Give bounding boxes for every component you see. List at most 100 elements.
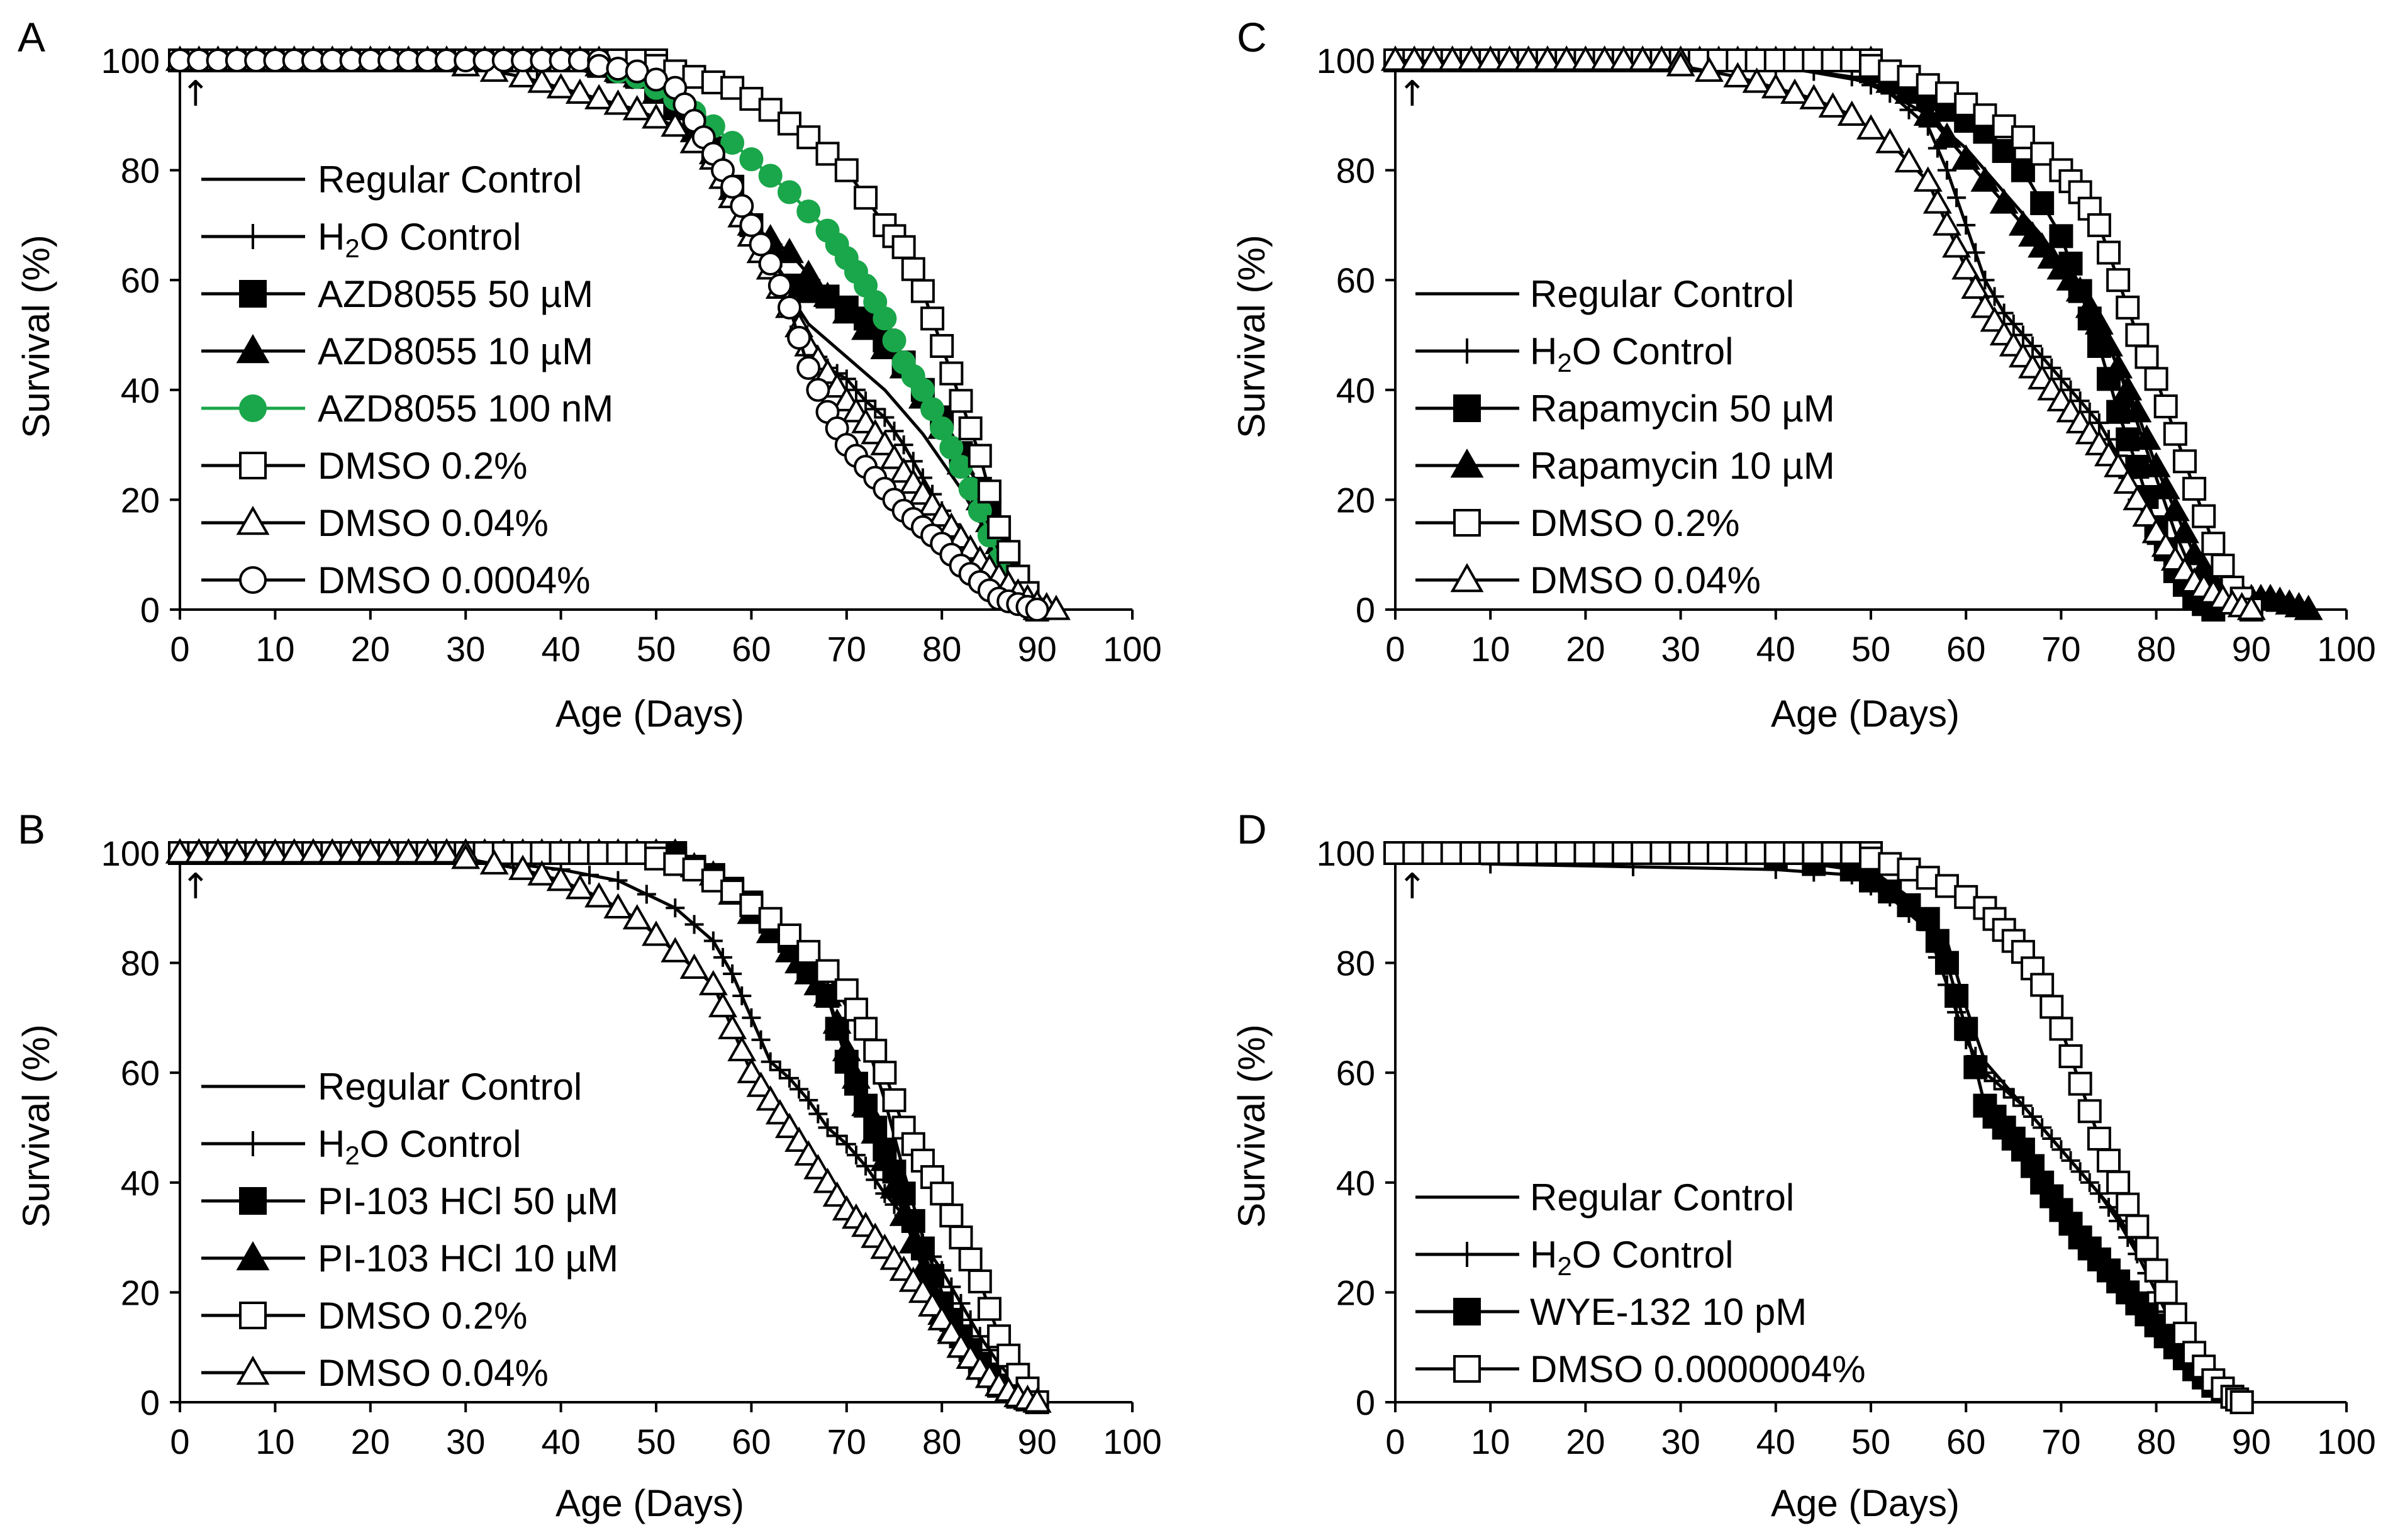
data-point	[1666, 51, 1695, 77]
data-point	[968, 444, 992, 468]
data-point	[394, 838, 423, 864]
data-point	[708, 991, 737, 1018]
data-point	[2141, 518, 2171, 544]
data-point	[784, 1126, 814, 1152]
data-point	[822, 1181, 852, 1207]
data-point	[2125, 323, 2150, 347]
y-axis-label: Survival (%)	[15, 1024, 57, 1227]
data-point	[903, 452, 923, 471]
data-point	[2065, 276, 2095, 302]
data-point	[2087, 1126, 2111, 1151]
data-point	[808, 1104, 828, 1124]
data-point	[2116, 295, 2140, 320]
data-point	[796, 199, 821, 224]
data-point	[318, 838, 347, 864]
y-tick-label: 20	[1336, 1273, 1375, 1312]
x-tick-label: 90	[2232, 629, 2271, 669]
legend-label: AZD8055 100 nM	[318, 388, 613, 430]
data-point	[987, 515, 1012, 540]
x-tick-label: 30	[446, 629, 485, 669]
x-tick-label: 40	[541, 629, 580, 669]
data-point	[2084, 309, 2114, 335]
data-point	[2087, 213, 2111, 237]
data-point	[1628, 45, 1658, 71]
x-tick-label: 0	[1385, 1422, 1405, 1461]
data-point	[661, 937, 690, 962]
data-point	[799, 1090, 818, 1110]
data-point	[2030, 191, 2055, 215]
data-point	[770, 1060, 789, 1080]
legend-marker	[236, 1355, 270, 1385]
y-tick-label: 100	[101, 834, 160, 873]
data-point	[875, 408, 895, 427]
data-point	[718, 1013, 747, 1040]
y-tick-label: 80	[121, 151, 160, 191]
x-tick-label: 20	[351, 629, 390, 669]
data-point	[1780, 78, 1810, 104]
data-point	[861, 1118, 890, 1144]
data-point	[2004, 1088, 2023, 1107]
x-tick-label: 100	[1103, 629, 1161, 669]
data-point	[1961, 273, 1990, 299]
x-tick-label: 10	[255, 629, 294, 669]
y-tick-label: 60	[1336, 1053, 1375, 1093]
x-tick-label: 80	[922, 1422, 961, 1461]
data-point	[2123, 397, 2152, 423]
panel-c: C Survival (%) Age (Days) ↑	[1230, 14, 1960, 735]
data-point	[777, 180, 801, 204]
data-point	[739, 213, 764, 237]
data-point	[679, 953, 709, 979]
data-point	[796, 355, 821, 380]
data-point	[2089, 1184, 2109, 1203]
x-tick-label: 60	[1946, 629, 1985, 669]
data-point	[2058, 1044, 2083, 1069]
y-tick-label: 40	[1336, 371, 1375, 410]
data-point	[603, 893, 633, 918]
data-point	[222, 838, 252, 864]
data-point	[930, 1181, 954, 1206]
data-point	[1956, 215, 1976, 235]
data-point	[1552, 45, 1582, 71]
data-point	[2033, 347, 2052, 367]
data-point	[882, 328, 907, 353]
data-point	[1571, 45, 1600, 71]
x-tick-label: 10	[255, 1422, 294, 1461]
data-point	[580, 865, 600, 884]
legend-label: H2O Control	[318, 1123, 521, 1170]
data-point	[1994, 1080, 2014, 1099]
data-point	[742, 1008, 761, 1027]
data-point	[1437, 45, 1467, 71]
data-point	[1495, 45, 1524, 71]
data-point	[813, 981, 842, 1007]
data-point	[2125, 1214, 2150, 1239]
data-point	[787, 325, 812, 350]
y-tick-label: 80	[1336, 944, 1375, 983]
legend-marker	[239, 394, 267, 422]
data-point	[832, 298, 861, 324]
data-point	[949, 1225, 973, 1250]
legend-label: DMSO 0.04%	[318, 1352, 549, 1394]
data-point	[977, 1297, 1002, 1321]
x-axis-label: Age (Days)	[555, 1482, 744, 1524]
legend-marker	[236, 505, 270, 535]
data-point	[2106, 268, 2131, 293]
y-tick-label: 60	[1336, 260, 1375, 300]
y-axis-label: Survival (%)	[1230, 1024, 1273, 1227]
data-point	[856, 391, 876, 411]
legend-label: DMSO 0.2%	[318, 445, 527, 487]
legend-marker	[239, 280, 267, 308]
data-point	[1942, 232, 1972, 258]
x-tick-label: 100	[2317, 1422, 2375, 1461]
data-point	[1985, 1071, 2004, 1091]
chart-panel-a: 0 10 20 30 40 50 60 70 80 90 100 0 20 40 60 80 100 Regula…	[101, 41, 1162, 669]
data-point	[1947, 188, 1967, 208]
data-point	[796, 940, 821, 964]
data-point	[727, 1035, 757, 1061]
data-point	[608, 871, 628, 890]
data-point	[546, 73, 576, 99]
data-point	[666, 898, 685, 918]
y-tick-label: 80	[1336, 151, 1375, 191]
data-point	[723, 964, 742, 984]
data-point	[806, 377, 830, 402]
data-point	[927, 1305, 957, 1331]
